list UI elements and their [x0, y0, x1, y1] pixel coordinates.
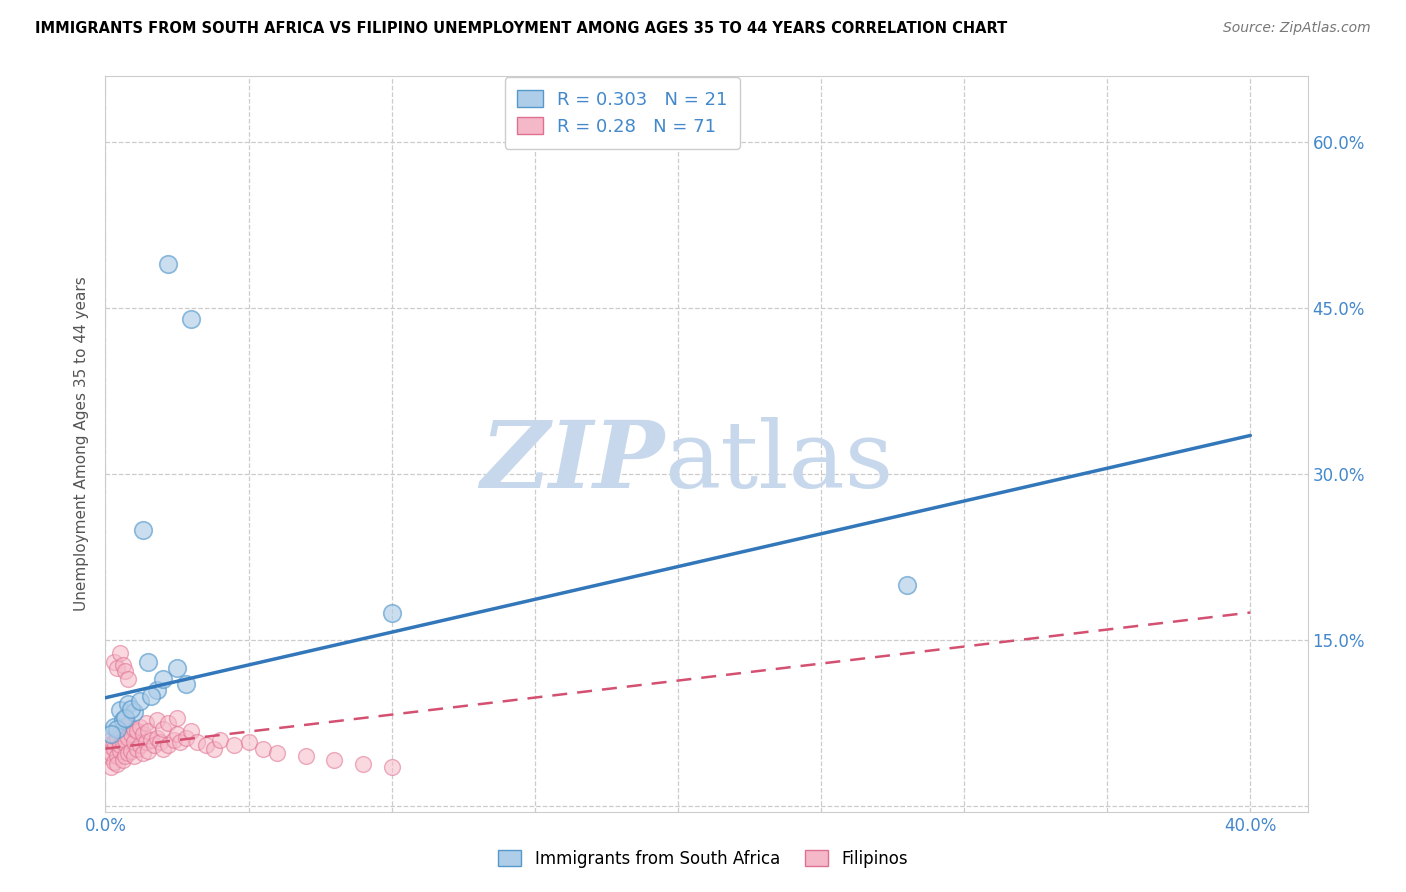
- Text: Source: ZipAtlas.com: Source: ZipAtlas.com: [1223, 21, 1371, 35]
- Point: [122, 749, 145, 764]
- Point: [125, 741, 148, 756]
- Point: [174, 731, 197, 745]
- Legend: Immigrants from South Africa, Filipinos: Immigrants from South Africa, Filipinos: [491, 844, 915, 875]
- Point: [120, 727, 142, 741]
- Point: [381, 760, 404, 774]
- Point: [169, 735, 191, 749]
- Point: [114, 719, 136, 733]
- Point: [208, 732, 231, 747]
- Point: [146, 731, 169, 745]
- Text: IMMIGRANTS FROM SOUTH AFRICA VS FILIPINO UNEMPLOYMENT AMONG AGES 35 TO 44 YEARS : IMMIGRANTS FROM SOUTH AFRICA VS FILIPINO…: [35, 21, 1008, 36]
- Point: [194, 739, 217, 753]
- Legend: R = 0.303   N = 21, R = 0.28   N = 71: R = 0.303 N = 21, R = 0.28 N = 71: [505, 78, 740, 148]
- Point: [117, 731, 139, 745]
- Point: [114, 664, 136, 678]
- Point: [252, 741, 274, 756]
- Y-axis label: Unemployment Among Ages 35 to 44 years: Unemployment Among Ages 35 to 44 years: [75, 277, 90, 611]
- Point: [117, 746, 139, 760]
- Point: [143, 739, 166, 753]
- Point: [111, 713, 134, 727]
- Point: [100, 732, 122, 747]
- Point: [105, 722, 128, 736]
- Point: [111, 735, 134, 749]
- Point: [122, 722, 145, 736]
- Point: [122, 705, 145, 719]
- Point: [103, 735, 125, 749]
- Point: [105, 661, 128, 675]
- Point: [138, 656, 160, 670]
- Point: [180, 312, 202, 326]
- Point: [163, 732, 186, 747]
- Point: [131, 523, 153, 537]
- Point: [105, 757, 128, 772]
- Point: [152, 672, 174, 686]
- Point: [114, 732, 136, 747]
- Point: [138, 744, 160, 758]
- Point: [352, 757, 374, 772]
- Point: [896, 578, 918, 592]
- Text: atlas: atlas: [665, 417, 894, 508]
- Point: [117, 716, 139, 731]
- Point: [157, 716, 180, 731]
- Point: [97, 749, 120, 764]
- Point: [128, 739, 150, 753]
- Point: [108, 647, 131, 661]
- Point: [157, 257, 180, 271]
- Point: [103, 755, 125, 769]
- Point: [238, 735, 260, 749]
- Point: [108, 739, 131, 753]
- Point: [224, 739, 246, 753]
- Point: [117, 672, 139, 686]
- Point: [180, 723, 202, 738]
- Point: [141, 732, 163, 747]
- Point: [125, 723, 148, 738]
- Point: [105, 749, 128, 764]
- Point: [186, 735, 208, 749]
- Point: [120, 744, 142, 758]
- Point: [111, 753, 134, 767]
- Text: ZIP: ZIP: [481, 417, 665, 508]
- Point: [141, 689, 163, 703]
- Point: [323, 753, 346, 767]
- Point: [295, 749, 318, 764]
- Point: [114, 711, 136, 725]
- Point: [131, 727, 153, 741]
- Point: [100, 760, 122, 774]
- Point: [152, 722, 174, 736]
- Point: [108, 744, 131, 758]
- Point: [166, 727, 188, 741]
- Point: [166, 711, 188, 725]
- Point: [105, 731, 128, 745]
- Point: [381, 606, 404, 620]
- Point: [111, 727, 134, 741]
- Point: [174, 677, 197, 691]
- Point: [135, 716, 157, 731]
- Point: [166, 661, 188, 675]
- Point: [202, 741, 225, 756]
- Point: [108, 723, 131, 738]
- Point: [103, 719, 125, 733]
- Point: [114, 749, 136, 764]
- Point: [100, 727, 122, 741]
- Point: [146, 683, 169, 698]
- Point: [135, 735, 157, 749]
- Point: [266, 746, 288, 760]
- Point: [120, 702, 142, 716]
- Point: [97, 739, 120, 753]
- Point: [152, 741, 174, 756]
- Point: [157, 739, 180, 753]
- Point: [128, 719, 150, 733]
- Point: [138, 723, 160, 738]
- Point: [146, 713, 169, 727]
- Point: [117, 698, 139, 712]
- Point: [131, 746, 153, 760]
- Point: [103, 741, 125, 756]
- Point: [108, 703, 131, 717]
- Point: [100, 746, 122, 760]
- Point: [103, 656, 125, 670]
- Point: [122, 735, 145, 749]
- Point: [128, 694, 150, 708]
- Point: [149, 735, 172, 749]
- Point: [111, 657, 134, 672]
